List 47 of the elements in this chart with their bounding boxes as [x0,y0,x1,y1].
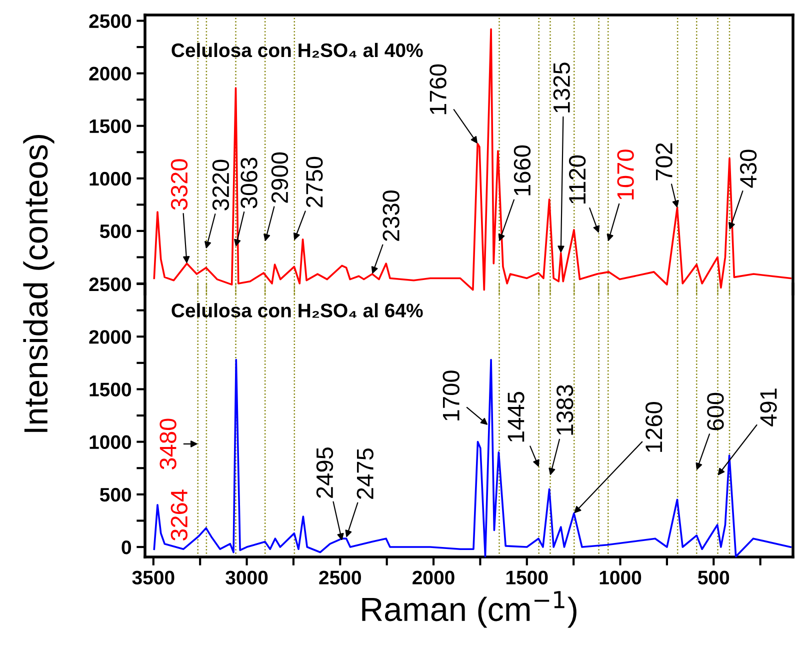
x-tick-label: 2500 [319,570,361,584]
annotation: 1383 [556,385,574,435]
x-tick-label: 3500 [132,570,174,585]
annotation: 2330 [382,190,400,241]
annotation: 1445 [508,392,524,442]
line-series [153,358,792,558]
y-tick-label: 2500 [89,14,132,28]
y-tick-label: 1000 [90,435,132,450]
x-tick-label: 1500 [506,570,548,584]
annotation: 1325 [553,62,570,112]
annotation: Celulosa con H₂SO₄ al 64% [172,303,423,318]
y-tick-label: 1500 [90,119,132,134]
x-tick-label: 3000 [226,570,268,585]
y-tick-label: 2000 [89,330,132,344]
annotation: 3320 [170,159,188,210]
y-axis-title: Intensidad (conteos) [23,135,54,432]
annotation: 702 [656,143,672,180]
y-tick-label: 500 [100,224,132,238]
annotation: 430 [740,150,757,188]
y-tick-label: 2000 [89,66,132,81]
annotation: 2900 [271,152,288,203]
annotation: 3480 [160,418,176,470]
annotation: 2495 [316,447,334,498]
x-tick-label: 1000 [600,570,642,584]
y-tick-label: 1000 [90,172,132,186]
line-series [153,28,792,291]
annotation: 600 [707,392,724,430]
annotation: 1120 [568,155,586,204]
annotation: 2475 [356,448,374,499]
x-tick-label: 500 [698,570,730,584]
annotation: 1260 [646,402,662,452]
annotation: Celulosa con H₂SO₄ al 40% [172,42,423,58]
annotation: 1070 [617,150,634,200]
y-tick-label: 500 [100,488,132,502]
y-tick-label: 2500 [89,277,132,292]
annotation: 2750 [306,156,323,208]
annotation: 3264 [170,490,188,541]
annotation: 1700 [442,370,460,420]
annotation: 3220 [212,160,230,210]
annotation: 491 [760,388,777,426]
annotation: 1660 [514,145,531,196]
x-tick-label: 2000 [412,570,454,584]
annotation: 1760 [430,64,446,114]
x-axis-title: Raman (cm$^{−1}$) [362,591,576,628]
annotation: 3063 [240,158,258,208]
y-tick-label: 1500 [90,382,132,396]
y-tick-label: 0 [122,540,132,554]
